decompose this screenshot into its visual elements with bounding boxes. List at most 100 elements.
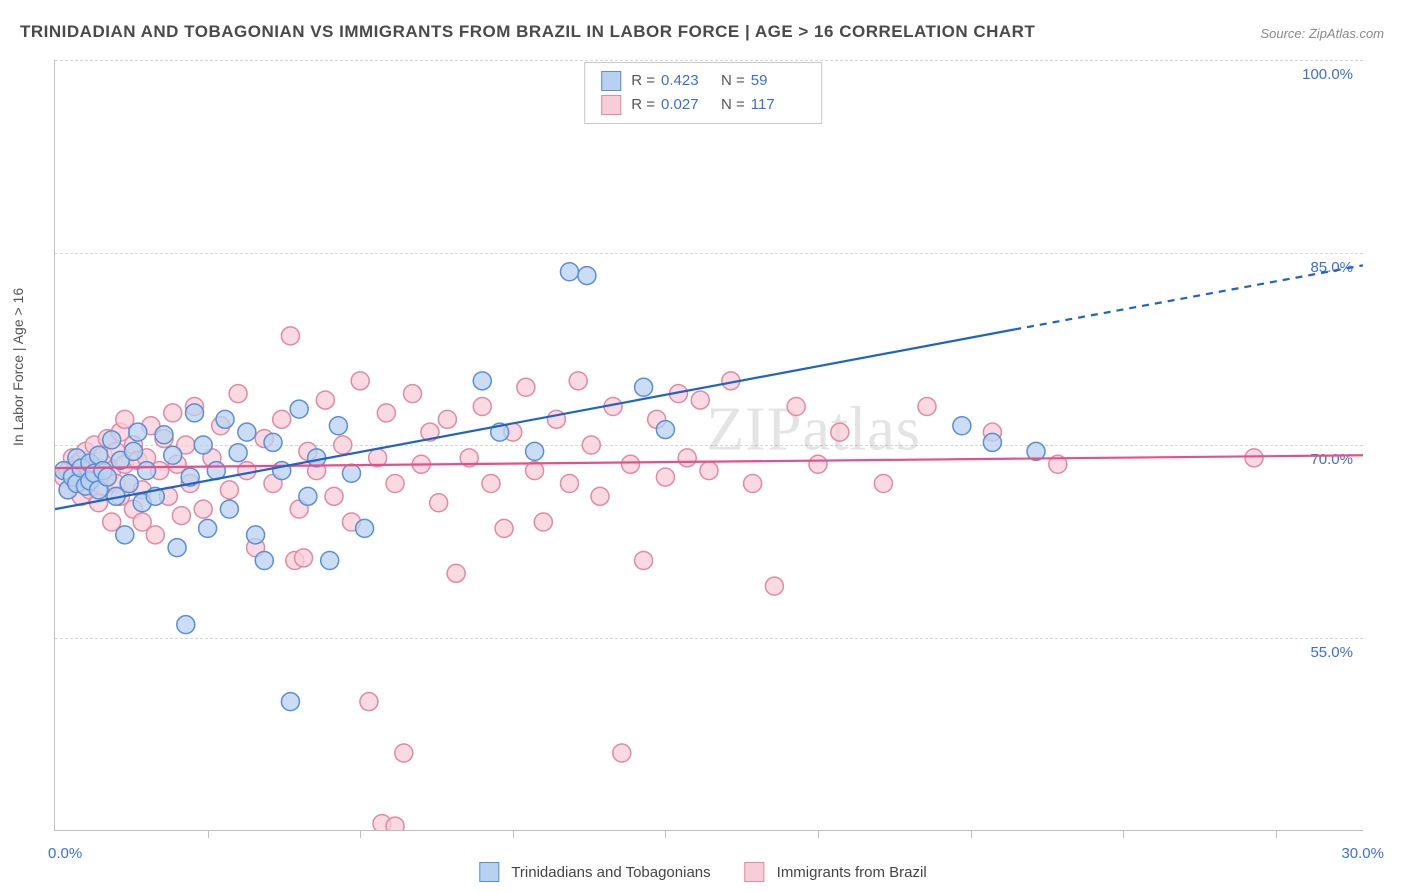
swatch-a-icon	[601, 71, 621, 91]
legend-item-a: Trinidadians and Tobagonians	[479, 862, 710, 882]
scatter-point	[329, 417, 347, 435]
scatter-point	[199, 519, 217, 537]
scatter-point	[635, 378, 653, 396]
legend-bottom: Trinidadians and Tobagonians Immigrants …	[479, 862, 926, 882]
scatter-point	[691, 391, 709, 409]
r-value-a: 0.423	[661, 69, 715, 93]
legend-stats-row-b: R = 0.027 N = 117	[601, 93, 805, 117]
scatter-point	[216, 410, 234, 428]
scatter-point	[765, 577, 783, 595]
scatter-point	[177, 616, 195, 634]
scatter-point	[98, 468, 116, 486]
legend-label-b: Immigrants from Brazil	[777, 864, 927, 881]
scatter-point	[124, 442, 142, 460]
legend-item-b: Immigrants from Brazil	[745, 862, 927, 882]
scatter-point	[569, 372, 587, 390]
scatter-point	[622, 455, 640, 473]
legend-stats-row-a: R = 0.423 N = 59	[601, 69, 805, 93]
x-tick	[971, 830, 972, 838]
x-tick	[1276, 830, 1277, 838]
scatter-point	[582, 436, 600, 454]
scatter-point	[613, 744, 631, 762]
scatter-point	[578, 267, 596, 285]
scatter-point	[918, 398, 936, 416]
scatter-point	[255, 552, 273, 570]
scatter-point	[809, 455, 827, 473]
r-label: R =	[631, 69, 655, 93]
scatter-point	[172, 507, 190, 525]
scatter-point	[386, 475, 404, 493]
scatter-point	[560, 475, 578, 493]
scatter-point	[831, 423, 849, 441]
x-axis-label-min: 0.0%	[48, 845, 82, 862]
x-tick	[360, 830, 361, 838]
n-value-a: 59	[751, 69, 805, 93]
scatter-point	[186, 404, 204, 422]
scatter-point	[1245, 449, 1263, 467]
scatter-point	[295, 549, 313, 567]
scatter-point	[308, 449, 326, 467]
swatch-b-icon	[601, 95, 621, 115]
scatter-point	[591, 487, 609, 505]
scatter-point	[194, 500, 212, 518]
scatter-point	[334, 436, 352, 454]
scatter-point	[316, 391, 334, 409]
scatter-point	[534, 513, 552, 531]
scatter-point	[247, 526, 265, 544]
scatter-point	[377, 404, 395, 422]
x-tick	[1123, 830, 1124, 838]
n-value-b: 117	[751, 93, 805, 117]
scatter-point	[146, 526, 164, 544]
scatter-point	[264, 433, 282, 451]
scatter-point	[656, 421, 674, 439]
scatter-point	[700, 462, 718, 480]
scatter-point	[229, 444, 247, 462]
scatter-point	[526, 442, 544, 460]
scatter-point	[138, 462, 156, 480]
scatter-point	[874, 475, 892, 493]
scatter-point	[273, 410, 291, 428]
plot-area: ZIPatlas 55.0%70.0%85.0%100.0%	[54, 60, 1363, 831]
scatter-point	[656, 468, 674, 486]
x-axis-label-max: 30.0%	[1341, 845, 1384, 862]
scatter-point	[787, 398, 805, 416]
scatter-point	[517, 378, 535, 396]
y-axis-title: In Labor Force | Age > 16	[10, 288, 26, 446]
scatter-point	[430, 494, 448, 512]
scatter-point	[220, 500, 238, 518]
scatter-point	[116, 526, 134, 544]
scatter-point	[129, 423, 147, 441]
scatter-point	[103, 431, 121, 449]
scatter-point	[273, 462, 291, 480]
swatch-a-icon	[479, 862, 499, 882]
scatter-point	[321, 552, 339, 570]
x-tick	[818, 830, 819, 838]
x-tick	[665, 830, 666, 838]
scatter-point	[404, 385, 422, 403]
chart-title: TRINIDADIAN AND TOBAGONIAN VS IMMIGRANTS…	[20, 22, 1035, 42]
scatter-point	[678, 449, 696, 467]
scatter-point	[342, 464, 360, 482]
scatter-point	[351, 372, 369, 390]
scatter-point	[238, 462, 256, 480]
scatter-point	[473, 372, 491, 390]
scatter-point	[325, 487, 343, 505]
x-tick	[513, 830, 514, 838]
scatter-point	[281, 327, 299, 345]
scatter-point	[482, 475, 500, 493]
scatter-point	[560, 263, 578, 281]
r-value-b: 0.027	[661, 93, 715, 117]
scatter-point	[194, 436, 212, 454]
scatter-point	[238, 423, 256, 441]
scatter-point	[386, 817, 404, 830]
scatter-point	[220, 481, 238, 499]
scatter-point	[290, 400, 308, 418]
scatter-point	[953, 417, 971, 435]
scatter-point	[299, 487, 317, 505]
scatter-point	[438, 410, 456, 428]
scatter-point	[164, 404, 182, 422]
scatter-point	[360, 693, 378, 711]
scatter-point	[473, 398, 491, 416]
scatter-point	[155, 426, 173, 444]
trendline-a-dashed	[1014, 265, 1363, 329]
